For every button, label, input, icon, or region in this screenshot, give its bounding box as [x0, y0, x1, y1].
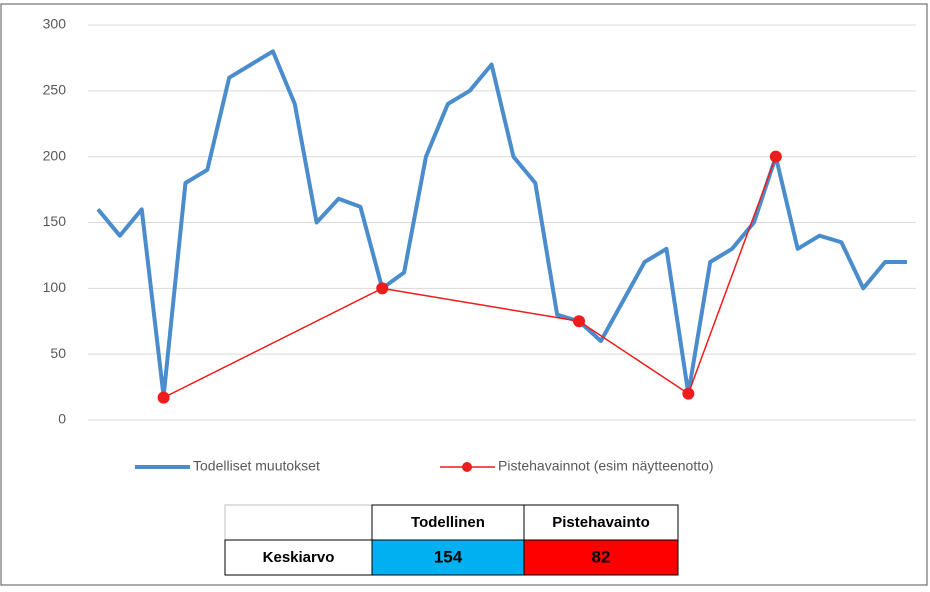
row-label: Keskiarvo	[263, 549, 335, 566]
frame	[0, 3, 928, 586]
header-cell	[371, 504, 525, 541]
table-cell	[224, 504, 373, 541]
series-line	[96, 49, 907, 399]
y-tick-label: 150	[43, 213, 67, 229]
header-cell	[523, 504, 679, 541]
point	[573, 315, 586, 328]
y-tick-label: 0	[58, 411, 66, 427]
y-tick-label: 300	[43, 16, 67, 32]
legend-label: Todelliset muutokset	[193, 458, 320, 474]
y-tick-label: 200	[43, 147, 67, 163]
legend-marker	[462, 462, 472, 472]
value-cell	[523, 539, 679, 576]
value-text: 82	[592, 547, 611, 566]
legend-label: Pistehavainnot (esim näytteenotto)	[498, 458, 714, 474]
table: Todellinen Pistehavainto Keskiarvo 154 82	[224, 504, 679, 576]
value-text: 154	[434, 547, 463, 566]
point	[157, 391, 170, 404]
header-text: Pistehavainto	[552, 514, 650, 531]
y-tick-label: 50	[50, 345, 66, 361]
y-tick-label: 250	[43, 82, 67, 98]
point	[769, 150, 782, 163]
header-text: Todellinen	[411, 514, 485, 531]
value-cell	[371, 539, 525, 576]
y-tick-label: 100	[43, 279, 67, 295]
row-label-cell	[224, 539, 373, 576]
point	[682, 387, 695, 400]
point	[376, 282, 389, 295]
